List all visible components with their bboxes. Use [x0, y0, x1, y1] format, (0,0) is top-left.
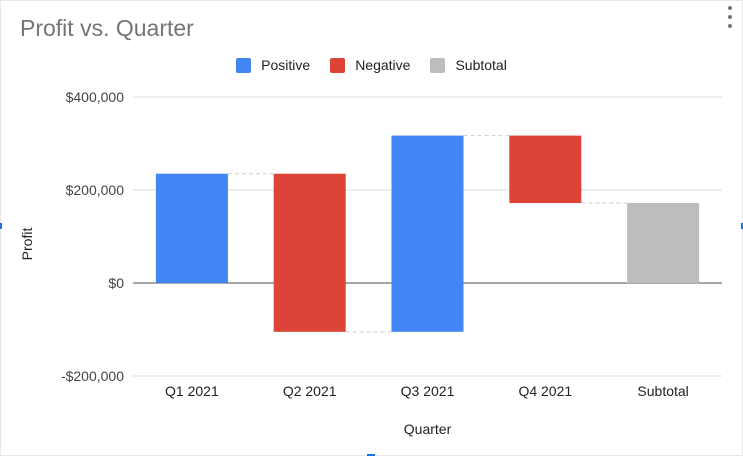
legend-swatch-negative	[330, 57, 346, 73]
more-options-icon[interactable]	[727, 6, 733, 28]
legend: Positive Negative Subtotal	[0, 57, 743, 73]
legend-item-negative[interactable]: Negative	[330, 57, 410, 73]
x-tick-label: Q2 2021	[283, 383, 337, 399]
y-tick-label: $400,000	[66, 89, 125, 105]
resize-handle-bottom[interactable]	[367, 454, 375, 456]
legend-label-negative: Negative	[355, 57, 411, 73]
bar-positive	[155, 173, 228, 283]
x-tick-label: Q1 2021	[165, 383, 219, 399]
y-tick-label: $0	[108, 275, 124, 291]
legend-label-positive: Positive	[261, 57, 311, 73]
x-tick-label: Subtotal	[637, 383, 688, 399]
x-axis-title: Quarter	[404, 421, 452, 437]
legend-label-subtotal: Subtotal	[455, 57, 507, 73]
y-tick-label: $200,000	[66, 182, 125, 198]
legend-swatch-positive	[236, 57, 252, 73]
bar-subtotal	[627, 203, 700, 283]
y-axis-title: Profit	[19, 228, 35, 261]
x-tick-label: Q4 2021	[518, 383, 572, 399]
legend-swatch-subtotal	[430, 57, 446, 73]
x-tick-label: Q3 2021	[401, 383, 455, 399]
legend-item-positive[interactable]: Positive	[236, 57, 310, 73]
bar-negative	[509, 135, 582, 204]
bar-positive	[391, 135, 464, 332]
y-tick-label: -$200,000	[61, 368, 124, 384]
bar-negative	[273, 173, 346, 332]
resize-handle-right[interactable]	[741, 223, 743, 229]
legend-item-subtotal[interactable]: Subtotal	[430, 57, 507, 73]
chart-title: Profit vs. Quarter	[20, 15, 194, 41]
resize-handle-left[interactable]	[0, 223, 2, 229]
